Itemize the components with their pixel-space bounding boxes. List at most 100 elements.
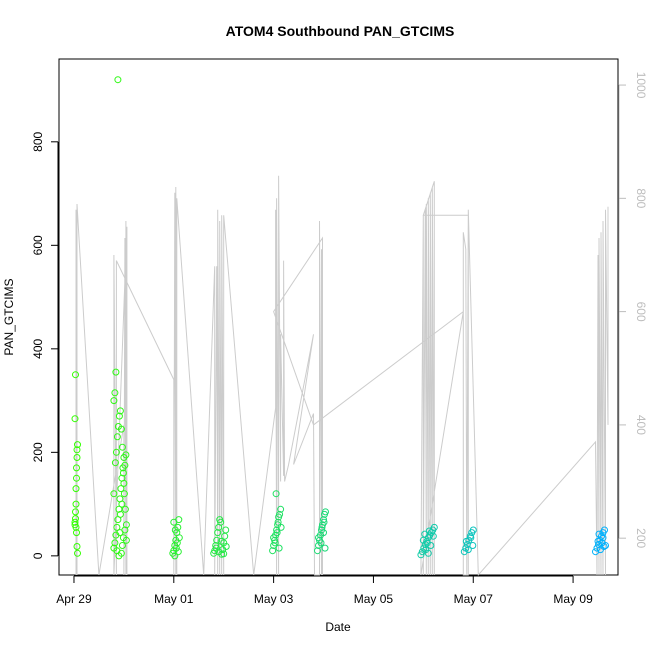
data-point [598, 539, 606, 547]
data-point [272, 490, 280, 498]
data-point [269, 547, 277, 555]
data-point [110, 490, 118, 498]
data-point [599, 534, 607, 542]
chart-title: ATOM4 Southbound PAN_GTCIMS [226, 23, 455, 39]
data-point [217, 537, 225, 545]
line-layer [75, 175, 609, 577]
x-tick-label: May 01 [154, 592, 194, 606]
data-point [118, 500, 126, 508]
x-tick-label: May 05 [354, 592, 394, 606]
data-point [72, 371, 79, 379]
data-point [593, 544, 601, 552]
data-point [314, 547, 321, 555]
data-point [172, 544, 180, 552]
data-point [111, 539, 119, 547]
data-point [73, 446, 81, 454]
data-point [274, 518, 282, 526]
data-point [273, 529, 281, 537]
data-point [74, 549, 81, 557]
x-tick-label: May 07 [454, 592, 494, 606]
data-point [277, 505, 285, 513]
data-point [73, 474, 80, 482]
data-point [73, 529, 80, 537]
series-line [75, 175, 609, 577]
data-point [421, 530, 429, 538]
data-point [116, 510, 124, 518]
data-point [462, 537, 470, 545]
x-tick-label: May 09 [553, 592, 593, 606]
data-point [72, 500, 80, 508]
data-point [212, 542, 220, 549]
data-point [170, 518, 178, 526]
y2-tick-label: 400 [634, 415, 648, 435]
data-point [277, 523, 285, 531]
data-point [430, 523, 438, 531]
data-point [72, 515, 79, 523]
axes-layer: Apr 29 May 01 May 03 May 05 May 07 May 09 0 200… [31, 72, 648, 606]
data-point [220, 550, 228, 558]
data-point [115, 412, 123, 420]
data-point [120, 479, 128, 487]
data-point [175, 534, 183, 542]
data-point [72, 485, 80, 493]
data-point [111, 389, 119, 397]
data-point [112, 448, 120, 456]
data-point [71, 518, 79, 526]
x-tick-label: May 03 [254, 592, 294, 606]
data-point [320, 516, 327, 524]
data-point [276, 510, 284, 518]
data-point [113, 547, 121, 555]
data-point [113, 523, 121, 531]
data-point [321, 544, 329, 552]
data-point [74, 441, 81, 449]
data-point [423, 539, 431, 547]
data-point [120, 490, 128, 498]
data-point [214, 529, 222, 537]
data-point [213, 536, 221, 544]
y-tick-label: 200 [31, 442, 45, 462]
data-point [72, 508, 79, 516]
data-point [111, 459, 119, 467]
data-point [429, 532, 437, 540]
y2-tick-label: 1000 [634, 72, 648, 99]
data-point [217, 518, 225, 526]
data-point [117, 425, 125, 433]
data-point [222, 526, 230, 534]
data-point [114, 76, 122, 84]
data-point [171, 552, 179, 560]
y-tick-label: 800 [31, 131, 45, 151]
data-point [122, 536, 130, 544]
data-point [171, 526, 179, 534]
data-point [601, 526, 608, 534]
data-point [317, 539, 325, 547]
data-point [222, 543, 230, 550]
data-point [116, 407, 124, 415]
data-point [73, 454, 81, 461]
data-point [112, 368, 120, 376]
data-point [320, 518, 328, 526]
data-point [73, 464, 80, 472]
data-point [464, 546, 472, 554]
x-tick-label: Apr 29 [56, 592, 92, 606]
data-point [271, 539, 279, 547]
data-point [420, 544, 428, 552]
data-point [118, 542, 126, 549]
x-axis-label: Date [325, 620, 351, 634]
data-point [469, 526, 477, 534]
points-layer [71, 76, 609, 560]
data-point [322, 508, 329, 516]
y-tick-label: 0 [31, 552, 45, 559]
data-point [71, 415, 79, 423]
data-point [424, 549, 432, 557]
data-point [121, 505, 129, 513]
data-point [275, 544, 283, 552]
data-point [460, 548, 468, 556]
data-point [118, 443, 126, 451]
data-point [174, 548, 182, 556]
y2-tick-label: 800 [634, 188, 648, 208]
data-point [595, 530, 603, 538]
y-tick-label: 400 [31, 338, 45, 358]
data-point [119, 469, 127, 477]
data-point [72, 523, 80, 531]
